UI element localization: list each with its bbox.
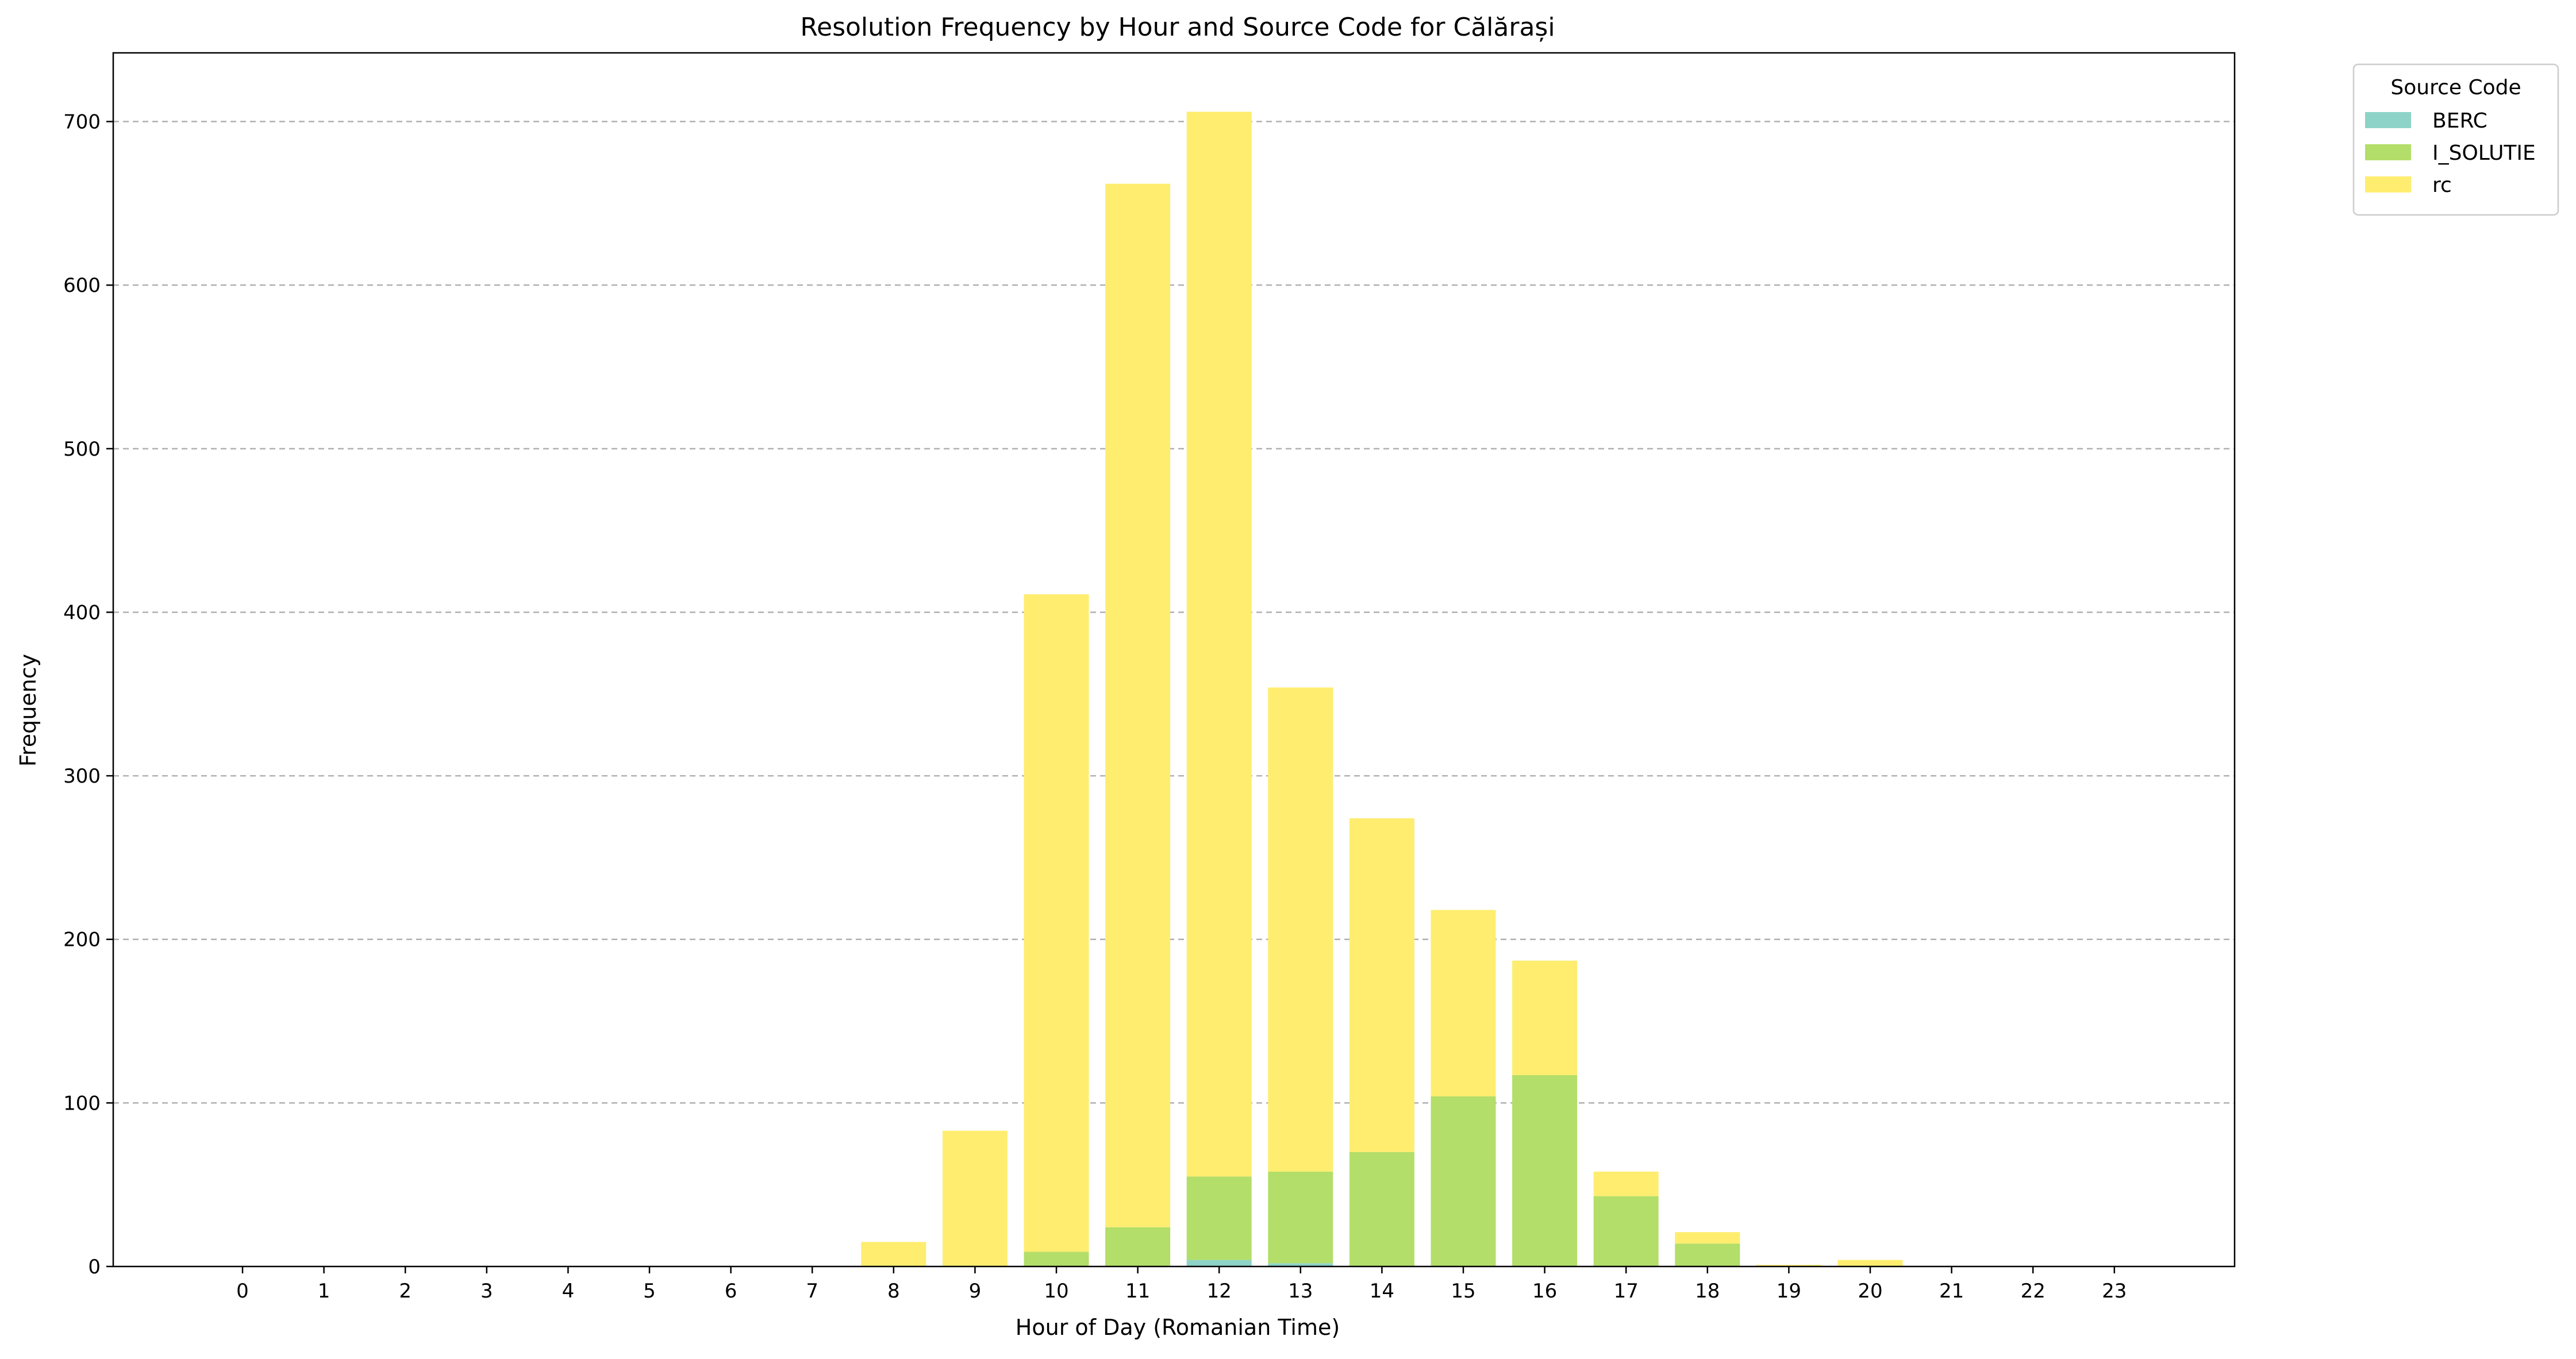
bar-i-solutie <box>1024 1252 1089 1266</box>
bar-i-solutie <box>1512 1075 1578 1266</box>
bar-i-solutie <box>1268 1171 1333 1264</box>
x-tick-label: 11 <box>1125 1280 1150 1303</box>
x-tick-label: 8 <box>887 1280 900 1303</box>
x-tick-label: 7 <box>806 1280 818 1303</box>
y-tick-label: 100 <box>63 1092 101 1115</box>
x-tick-label: 12 <box>1207 1280 1232 1303</box>
legend-label-berc: BERC <box>2432 109 2487 133</box>
x-tick-label: 13 <box>1288 1280 1313 1303</box>
x-axis: 0 1 2 3 4 5 6 7 8 9 10 11 12 13 14 15 16 17 18 19 20 21 22 23 <box>236 1266 2127 1303</box>
legend-label-i-solutie: I_SOLUTIE <box>2432 141 2536 165</box>
x-tick-label: 17 <box>1614 1280 1639 1303</box>
plot-area <box>112 52 2236 1268</box>
y-tick-label: 500 <box>63 438 101 461</box>
bar-rc <box>861 1242 926 1266</box>
legend-swatch-berc <box>2365 112 2411 128</box>
x-tick-label: 14 <box>1370 1280 1394 1303</box>
bar-rc <box>1349 818 1414 1152</box>
bar-rc <box>1675 1232 1740 1244</box>
bar-rc <box>1431 910 1496 1096</box>
grid-lines <box>113 121 2235 1104</box>
legend-label-rc: rc <box>2432 174 2452 197</box>
bar-i-solutie <box>1186 1176 1252 1260</box>
bar-rc <box>1105 183 1171 1227</box>
bar-i-solutie <box>1593 1196 1659 1266</box>
chart-title: Resolution Frequency by Hour and Source … <box>800 13 1555 42</box>
x-tick-label: 23 <box>2102 1280 2127 1303</box>
bar-i-solutie <box>1675 1243 1740 1266</box>
bar-rc <box>1512 960 1578 1075</box>
y-tick-label: 300 <box>63 765 101 788</box>
y-tick-label: 600 <box>63 274 101 297</box>
bar-rc <box>1837 1260 1903 1266</box>
bar-rc <box>942 1130 1008 1266</box>
x-tick-label: 9 <box>969 1280 982 1303</box>
bar-rc <box>1593 1171 1659 1196</box>
x-tick-label: 5 <box>643 1280 656 1303</box>
bar-i-solutie <box>1431 1096 1496 1266</box>
x-tick-label: 2 <box>399 1280 412 1303</box>
y-axis-label: Frequency <box>16 654 41 767</box>
legend-swatch-rc <box>2365 176 2411 193</box>
x-tick-label: 1 <box>318 1280 330 1303</box>
x-tick-label: 10 <box>1044 1280 1068 1303</box>
x-tick-label: 22 <box>2021 1280 2046 1303</box>
bar-rc <box>1186 111 1252 1177</box>
bar-i-solutie <box>1349 1152 1414 1266</box>
bars <box>861 111 1903 1266</box>
bar-rc <box>1268 687 1333 1172</box>
x-tick-label: 4 <box>562 1280 575 1303</box>
y-tick-label: 200 <box>63 929 101 952</box>
bar-berc <box>1186 1260 1252 1266</box>
y-axis: 0 100 200 300 400 500 600 700 <box>63 111 113 1279</box>
y-tick-label: 400 <box>63 601 101 624</box>
legend-swatch-i-solutie <box>2365 144 2411 160</box>
x-tick-label: 19 <box>1777 1280 1801 1303</box>
bar-berc <box>1268 1263 1333 1266</box>
x-tick-label: 0 <box>236 1280 249 1303</box>
bar-rc <box>1024 594 1089 1252</box>
x-axis-label: Hour of Day (Romanian Time) <box>1016 1315 1340 1340</box>
y-tick-label: 0 <box>88 1256 101 1279</box>
bar-i-solutie <box>1105 1227 1171 1266</box>
bar-rc <box>1756 1265 1821 1266</box>
x-tick-label: 6 <box>725 1280 737 1303</box>
x-tick-label: 18 <box>1695 1280 1720 1303</box>
x-tick-label: 21 <box>1939 1280 1964 1303</box>
y-tick-label: 700 <box>63 111 101 134</box>
x-tick-label: 15 <box>1451 1280 1475 1303</box>
x-tick-label: 3 <box>480 1280 493 1303</box>
legend-title: Source Code <box>2390 76 2521 99</box>
x-tick-label: 16 <box>1532 1280 1557 1303</box>
x-tick-label: 20 <box>1858 1280 1882 1303</box>
